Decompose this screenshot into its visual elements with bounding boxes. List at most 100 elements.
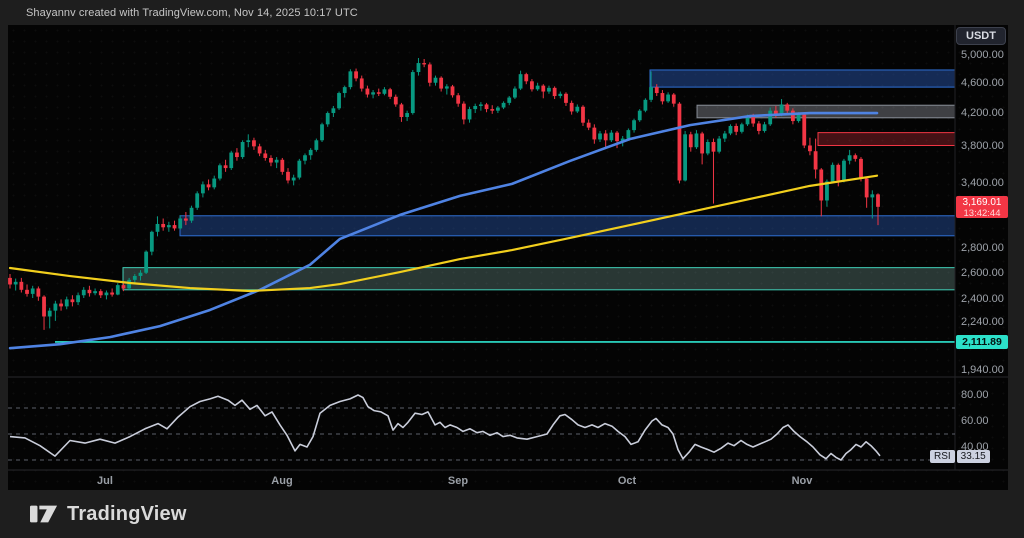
last-price-value: 3,169.01 [962,197,1002,208]
candle [64,299,69,307]
price-axis-tick: 3,400.00 [961,177,1004,190]
candle [388,89,393,97]
candle [371,92,375,95]
candle [320,124,324,141]
candle [410,72,415,114]
candle [530,81,534,90]
candle [598,133,602,140]
candle [166,225,171,228]
candle [297,160,302,178]
candle [183,218,188,221]
rsi-axis-tick: 80.00 [961,389,989,401]
resistance-zone-red [817,132,956,146]
candle [643,99,648,111]
time-axis-label-oct: Oct [617,475,637,487]
candle [722,133,727,139]
candle [172,225,177,229]
candle [620,138,625,142]
candle [229,152,234,169]
candle [200,184,205,194]
candle [450,86,455,96]
candle [688,134,693,148]
candle [93,291,97,294]
candle [660,93,665,102]
candle [416,63,421,73]
candle [478,104,483,106]
candle [308,149,313,156]
candle [558,93,563,97]
candle [178,218,183,229]
candle [439,77,444,89]
candle [717,138,722,152]
time-axis-label-aug: Aug [271,475,293,487]
candle [36,288,41,297]
candle [683,134,688,181]
price-axis-tick: 3,800.00 [961,140,1004,153]
candle [42,296,46,317]
candle [331,108,336,114]
candle [87,289,92,294]
candle [399,104,404,118]
tradingview-logo[interactable]: TradingView [30,502,187,526]
candle [257,146,262,154]
candle [876,194,880,207]
candle [59,303,63,307]
candle [728,125,733,134]
candle [138,272,143,276]
candle [405,113,410,118]
candle [376,92,381,94]
candle [637,110,642,121]
candle [632,120,636,131]
candle [626,130,631,139]
candle [864,178,869,198]
candle [132,275,137,280]
candle [155,223,160,232]
support-zone-teal [122,267,956,291]
ma-yellow-line [8,174,879,293]
candle [252,140,256,147]
candle [592,127,597,140]
candle [581,106,585,123]
price-axis-tick: 2,800.00 [961,242,1004,255]
candle [314,140,319,150]
candle [246,140,251,143]
candle [802,114,807,146]
candle [779,104,784,115]
candle [603,133,608,141]
candle [81,289,86,296]
candle [547,87,551,92]
candle [586,122,591,128]
last-price-badge: 3,169.01 13:42:44 [956,196,1008,219]
candle [218,165,222,179]
candle [853,155,858,159]
rsi-line [9,394,881,461]
candle [444,86,449,89]
candle [564,93,568,103]
candle [47,310,52,317]
candle [212,178,217,188]
candle [773,110,778,115]
candle [666,94,670,102]
candle [705,142,710,154]
resistance-zone-gray [696,104,956,119]
rsi-value-badge: RSI 33.15 [930,450,990,463]
candle [756,123,761,131]
candle [768,110,773,125]
resistance-zone-upper-blue [649,69,956,88]
price-axis-tick: 4,200.00 [961,107,1004,120]
candle [762,124,767,131]
candle [535,85,540,90]
candle [615,132,619,142]
candle [490,109,495,111]
rsi-value: 33.15 [956,450,990,463]
currency-toggle-button[interactable]: USDT [956,27,1006,45]
candle [518,74,523,89]
candle [422,63,427,65]
candle [280,159,285,172]
candle [303,155,307,161]
price-axis-tick: 5,000.00 [961,48,1004,61]
candle [427,64,432,83]
candle [677,103,682,181]
